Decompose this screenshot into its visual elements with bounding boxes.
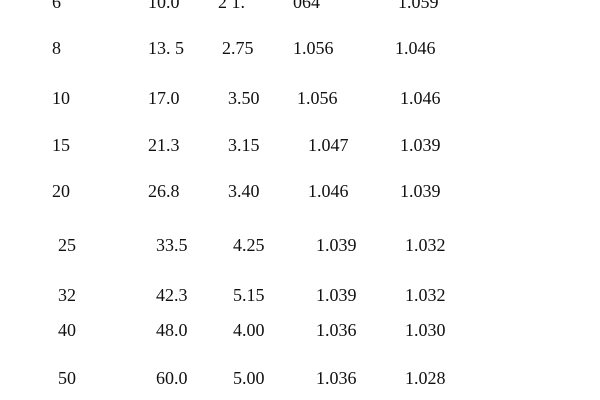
table-cell: 1.039 (316, 235, 357, 255)
table-cell: 50 (58, 368, 76, 388)
table-cell: 40 (58, 320, 76, 340)
table-cell: 1.032 (405, 285, 446, 305)
table-cell: 1.047 (308, 135, 349, 155)
table-cell: 15 (52, 135, 70, 155)
table-cell: 1.032 (405, 235, 446, 255)
table-cell: 3.15 (228, 135, 260, 155)
table-cell: 1.039 (316, 285, 357, 305)
table-cell: 48.0 (156, 320, 188, 340)
table-cell: 5.00 (233, 368, 265, 388)
table-cell: 1.028 (405, 368, 446, 388)
table-cell: 2.75 (222, 38, 254, 58)
table-cell: 064 (293, 0, 320, 12)
table-cell: 10 (52, 88, 70, 108)
table-cell: 1.056 (297, 88, 338, 108)
table-cell: 3.50 (228, 88, 260, 108)
table-cell: 8 (52, 38, 61, 58)
table-cell: 1.036 (316, 320, 357, 340)
table-cell: 13. 5 (148, 38, 184, 58)
table-cell: 20 (52, 181, 70, 201)
table-cell: 6 (52, 0, 61, 12)
table-cell: 17.0 (148, 88, 180, 108)
table-cell: 42.3 (156, 285, 188, 305)
table-cell: 1.046 (308, 181, 349, 201)
table-cell: 1.046 (400, 88, 441, 108)
table-cell: 10.0 (148, 0, 180, 12)
table-cell: 5.15 (233, 285, 265, 305)
table-cell: 2 1. (218, 0, 245, 12)
table-cell: 1.059 (398, 0, 439, 12)
table-cell: 26.8 (148, 181, 180, 201)
table-cell: 1.039 (400, 135, 441, 155)
table-cell: 3.40 (228, 181, 260, 201)
table-cell: 1.046 (395, 38, 436, 58)
table-cell: 4.25 (233, 235, 265, 255)
table-cell: 1.030 (405, 320, 446, 340)
table-cell: 32 (58, 285, 76, 305)
table-cell: 33.5 (156, 235, 188, 255)
table-cell: 1.039 (400, 181, 441, 201)
table-cell: 21.3 (148, 135, 180, 155)
table-cell: 4.00 (233, 320, 265, 340)
table-cell: 1.056 (293, 38, 334, 58)
table-cell: 1.036 (316, 368, 357, 388)
table-cell: 60.0 (156, 368, 188, 388)
table-cell: 25 (58, 235, 76, 255)
